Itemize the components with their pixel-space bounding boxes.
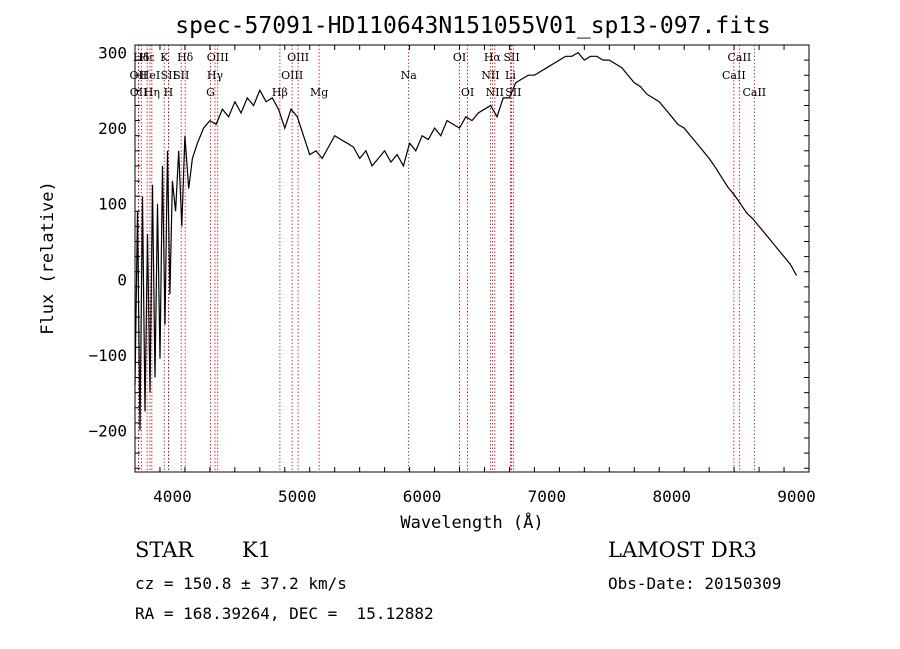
line-label: H	[164, 86, 174, 99]
line-label: Mg	[310, 86, 328, 99]
x-tick-label: 9000	[777, 487, 816, 506]
line-label: Hδ	[177, 51, 194, 64]
line-label: Hε	[139, 51, 155, 64]
x-tick-label: 4000	[153, 487, 192, 506]
line-label: OI	[453, 51, 466, 64]
observation-date: Obs-Date: 20150309	[608, 574, 782, 593]
line-label: CaII	[742, 86, 766, 99]
chart-title: spec-57091-HD110643N151055V01_sp13-097.f…	[175, 13, 770, 39]
y-tick-label: 100	[98, 195, 127, 214]
y-tick-label: −200	[88, 421, 127, 440]
line-label: HeI	[140, 69, 160, 82]
spectral-line-markers: HδOIIOIIHεHeIHηKSIIHHδSIIOIIIHγGOIIIOIII…	[130, 45, 766, 472]
object-class: STAR	[135, 538, 194, 562]
line-label: G	[206, 86, 215, 99]
redshift-velocity: cz = 150.8 ± 37.2 km/s	[135, 574, 347, 593]
line-label: OI	[461, 86, 474, 99]
x-tick-label: 8000	[652, 487, 691, 506]
line-label: OIII	[287, 51, 309, 64]
y-axis-label: Flux (relative)	[38, 181, 58, 335]
plot-frame	[134, 44, 810, 473]
line-label: NII	[481, 69, 499, 82]
y-tick-label: −100	[88, 346, 127, 365]
y-tick-label: 0	[117, 270, 127, 289]
line-label: K	[160, 51, 169, 64]
survey-name: LAMOST DR3	[608, 538, 757, 562]
line-label: Hγ	[207, 69, 224, 82]
line-label: Na	[401, 69, 418, 82]
spectrum-line	[134, 51, 798, 431]
x-tick-label: 5000	[278, 487, 317, 506]
line-label: Hη	[144, 86, 160, 99]
line-label: CaII	[728, 51, 752, 64]
x-tick-label: 7000	[528, 487, 567, 506]
line-label: CaII	[722, 69, 746, 82]
y-tick-label: 300	[98, 44, 127, 63]
line-label: SII	[505, 86, 521, 99]
object-subclass: K1	[242, 538, 272, 562]
spectrum-series	[134, 51, 798, 431]
line-label: SII	[161, 69, 177, 82]
line-label: Hβ	[272, 86, 288, 99]
line-label: OII	[130, 86, 148, 99]
line-label: NII	[486, 86, 504, 99]
x-axis-label: Wavelength (Å)	[400, 511, 543, 533]
y-tick-label: 200	[98, 119, 127, 138]
line-label: SII	[503, 51, 519, 64]
coordinates: RA = 168.39264, DEC = 15.12882	[135, 604, 434, 623]
line-label: OIII	[207, 51, 229, 64]
axis-ticks: 4000 5000 6000 7000 8000 9000 300 200 100 0 −100 −2…	[88, 44, 815, 506]
line-label: Li	[505, 69, 516, 82]
line-label: Hδ	[133, 51, 150, 64]
line-label: SII	[173, 69, 189, 82]
line-label: Hα	[484, 51, 502, 64]
line-label: OIII	[281, 69, 303, 82]
x-tick-label: 6000	[403, 487, 442, 506]
